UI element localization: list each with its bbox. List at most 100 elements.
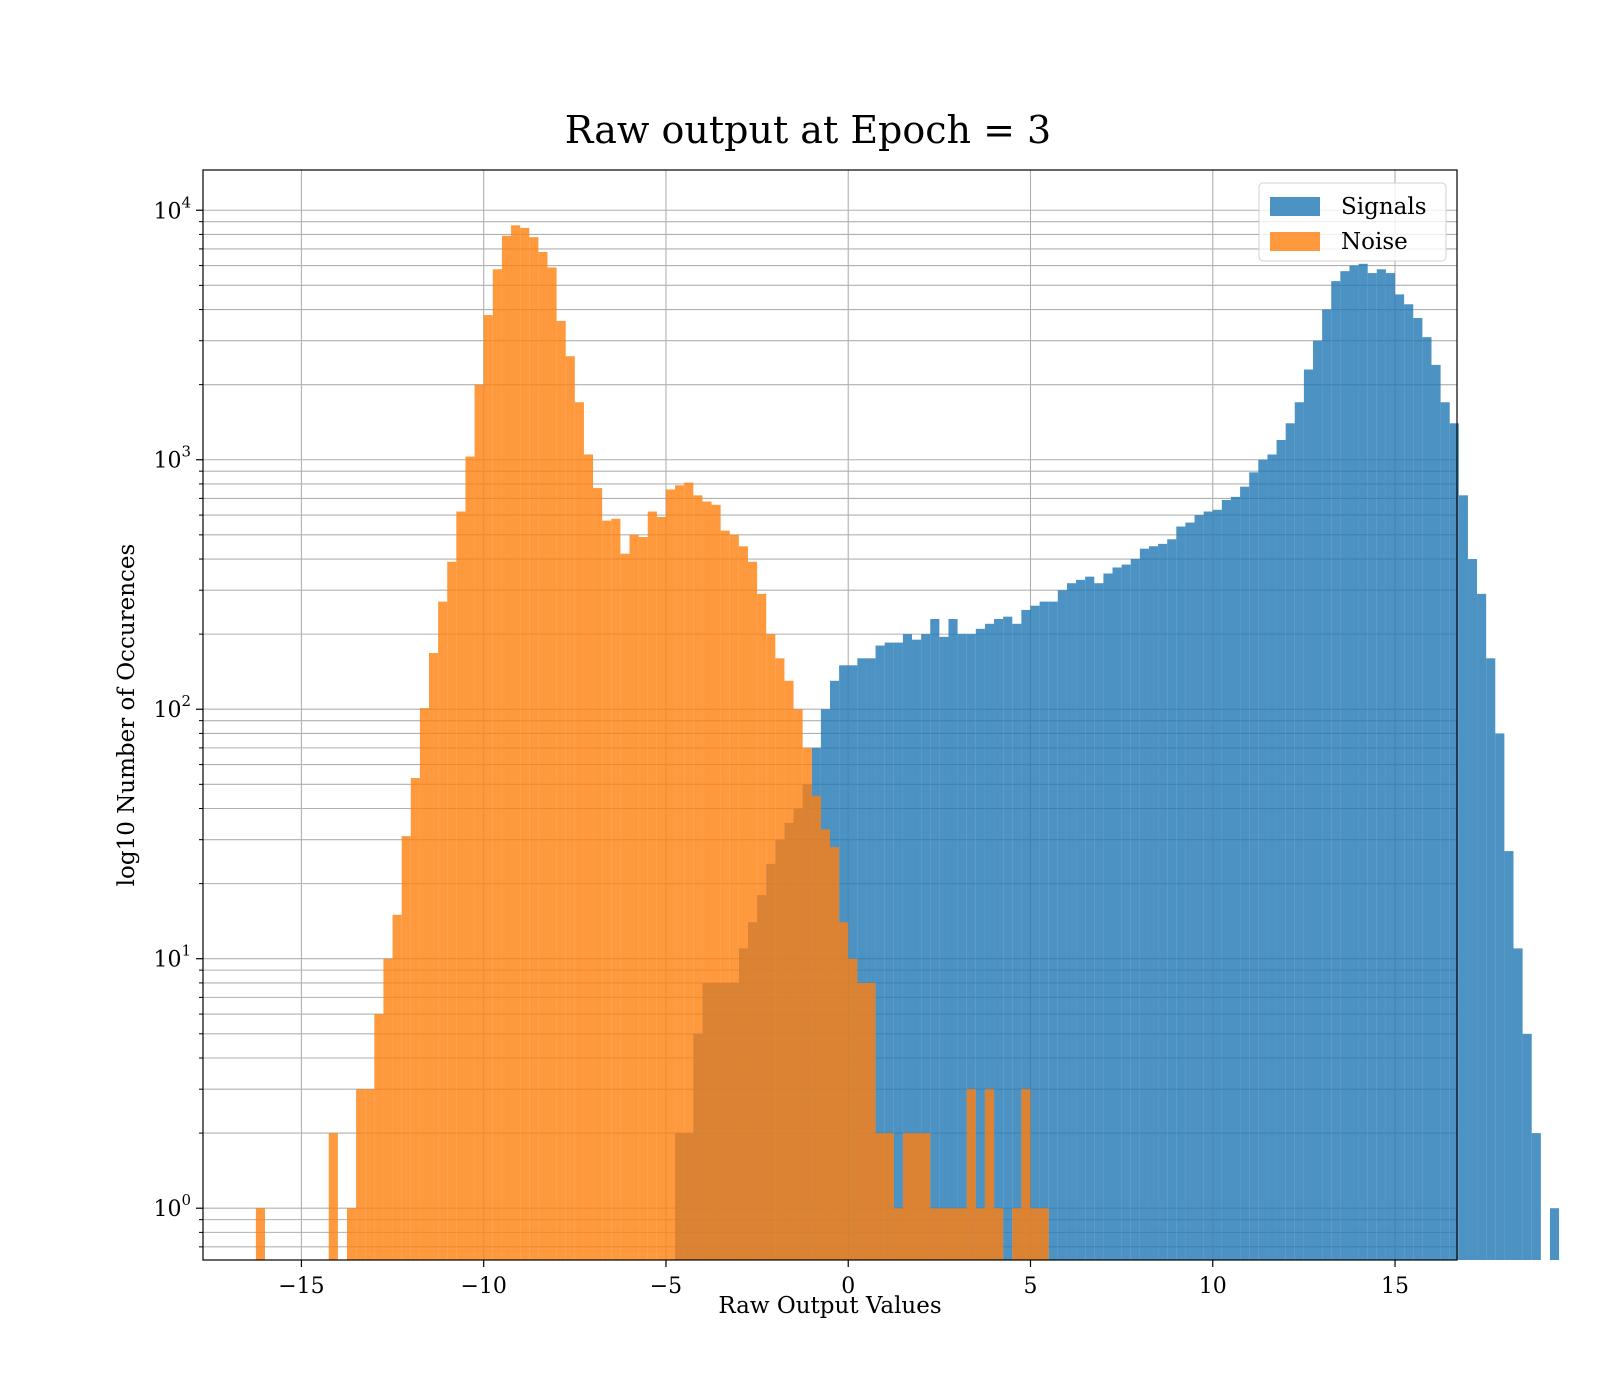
- plot-frame: [202, 169, 1458, 1261]
- signals-bar: [884, 642, 894, 1260]
- noise-bar: [483, 315, 493, 1260]
- signals-bar: [1303, 369, 1314, 1260]
- legend-swatch-noise: [1270, 232, 1320, 251]
- signals-bar: [902, 634, 913, 1260]
- legend-swatch-signals: [1270, 197, 1320, 216]
- signals-bar: [1148, 546, 1159, 1260]
- noise-bar: [811, 795, 821, 1260]
- noise-bar: [1021, 1089, 1031, 1260]
- signals-bar: [1340, 271, 1350, 1260]
- noise-bar: [447, 561, 457, 1260]
- noise-bar: [893, 1208, 903, 1260]
- noise-bar: [912, 1133, 922, 1260]
- noise-bar: [857, 982, 867, 1260]
- noise-bar: [492, 269, 502, 1260]
- signals-bar: [1249, 472, 1259, 1261]
- noise-bar: [593, 488, 603, 1261]
- signals-bar: [1267, 454, 1277, 1260]
- signals-bar: [1003, 616, 1013, 1260]
- noise-bar: [921, 1133, 931, 1260]
- noise-bar: [775, 658, 785, 1260]
- signals-bar: [1395, 294, 1405, 1260]
- signals-bar: [1549, 1208, 1560, 1260]
- signals-bar: [1076, 579, 1086, 1260]
- noise-bar: [975, 1208, 985, 1260]
- noise-bar: [665, 489, 676, 1261]
- signals-bar: [1057, 590, 1067, 1260]
- signals-bar: [948, 618, 958, 1260]
- signals-bar: [1203, 511, 1213, 1261]
- signals-bar: [957, 634, 967, 1260]
- signals-bar: [1021, 609, 1031, 1260]
- noise-bar: [520, 227, 530, 1260]
- noise-bar: [994, 1208, 1004, 1260]
- signals-bar: [1030, 605, 1040, 1260]
- signals-bar: [975, 628, 985, 1260]
- signals-bar: [1431, 364, 1441, 1261]
- signals-bar: [1467, 559, 1478, 1260]
- signals-bar: [1258, 459, 1268, 1260]
- signals-bar: [1176, 526, 1186, 1260]
- signals-bar: [1413, 317, 1423, 1260]
- signals-bar: [939, 636, 949, 1260]
- x-tick-label: −5: [650, 1274, 682, 1299]
- signals-bar: [930, 618, 940, 1260]
- signals-bar: [1367, 273, 1377, 1260]
- noise-bar: [529, 237, 539, 1260]
- signals-bar: [893, 642, 903, 1260]
- noise-bar: [374, 1014, 384, 1260]
- signals-bar: [1495, 733, 1505, 1260]
- noise-bar: [802, 747, 812, 1260]
- y-tick-label: 101: [153, 942, 191, 973]
- signals-bar: [1094, 583, 1104, 1260]
- noise-bar: [602, 520, 612, 1260]
- signals-bar: [1422, 337, 1432, 1260]
- y-tick-label: 103: [153, 443, 191, 474]
- noise-bar: [620, 553, 630, 1260]
- noise-bar: [328, 1133, 338, 1260]
- noise-bar: [356, 1089, 366, 1260]
- noise-bar: [902, 1133, 913, 1260]
- noise-bar: [574, 402, 584, 1261]
- x-tick-label: −15: [278, 1274, 324, 1299]
- x-tick-label: 10: [1199, 1274, 1227, 1299]
- x-tick-label: −10: [460, 1274, 506, 1299]
- noise-bar: [729, 534, 739, 1260]
- noise-bar: [875, 1133, 885, 1260]
- noise-bar: [383, 958, 393, 1260]
- signals-bar: [1285, 423, 1295, 1260]
- signals-bar: [994, 618, 1004, 1260]
- noise-bar: [638, 537, 648, 1260]
- signals-bar: [1048, 601, 1058, 1260]
- noise-bar: [583, 454, 594, 1260]
- signals-bar: [1504, 851, 1514, 1260]
- noise-bar: [793, 709, 803, 1260]
- noise-bar: [693, 495, 703, 1260]
- signals-bar: [1313, 340, 1323, 1261]
- signals-bar: [1449, 423, 1459, 1260]
- noise-bar: [747, 561, 758, 1260]
- signals-bar: [1240, 486, 1250, 1261]
- signals-bar: [984, 623, 995, 1260]
- noise-bar: [866, 982, 876, 1260]
- signals-bar: [1112, 567, 1122, 1260]
- noise-bar: [438, 601, 448, 1260]
- signals-bar: [1185, 522, 1195, 1260]
- signals-bar: [1404, 304, 1414, 1260]
- signals-bar: [1212, 509, 1222, 1261]
- noise-bar: [848, 958, 858, 1260]
- noise-bar: [820, 829, 830, 1260]
- noise-bar: [474, 384, 484, 1261]
- noise-bar: [629, 534, 639, 1260]
- signals-bar: [1085, 576, 1095, 1260]
- noise-bar: [419, 708, 430, 1260]
- signals-bar: [1276, 439, 1286, 1260]
- axis-ticks: −15 −10 −5 0 5 10 15 100 101 102 103 104: [153, 193, 1409, 1299]
- histogram-bars: [255, 225, 1560, 1261]
- noise-bar: [784, 680, 794, 1260]
- noise-bar: [684, 482, 694, 1260]
- noise-bar: [957, 1208, 967, 1260]
- signals-bar: [921, 634, 931, 1260]
- x-tick-label: 5: [1023, 1274, 1037, 1299]
